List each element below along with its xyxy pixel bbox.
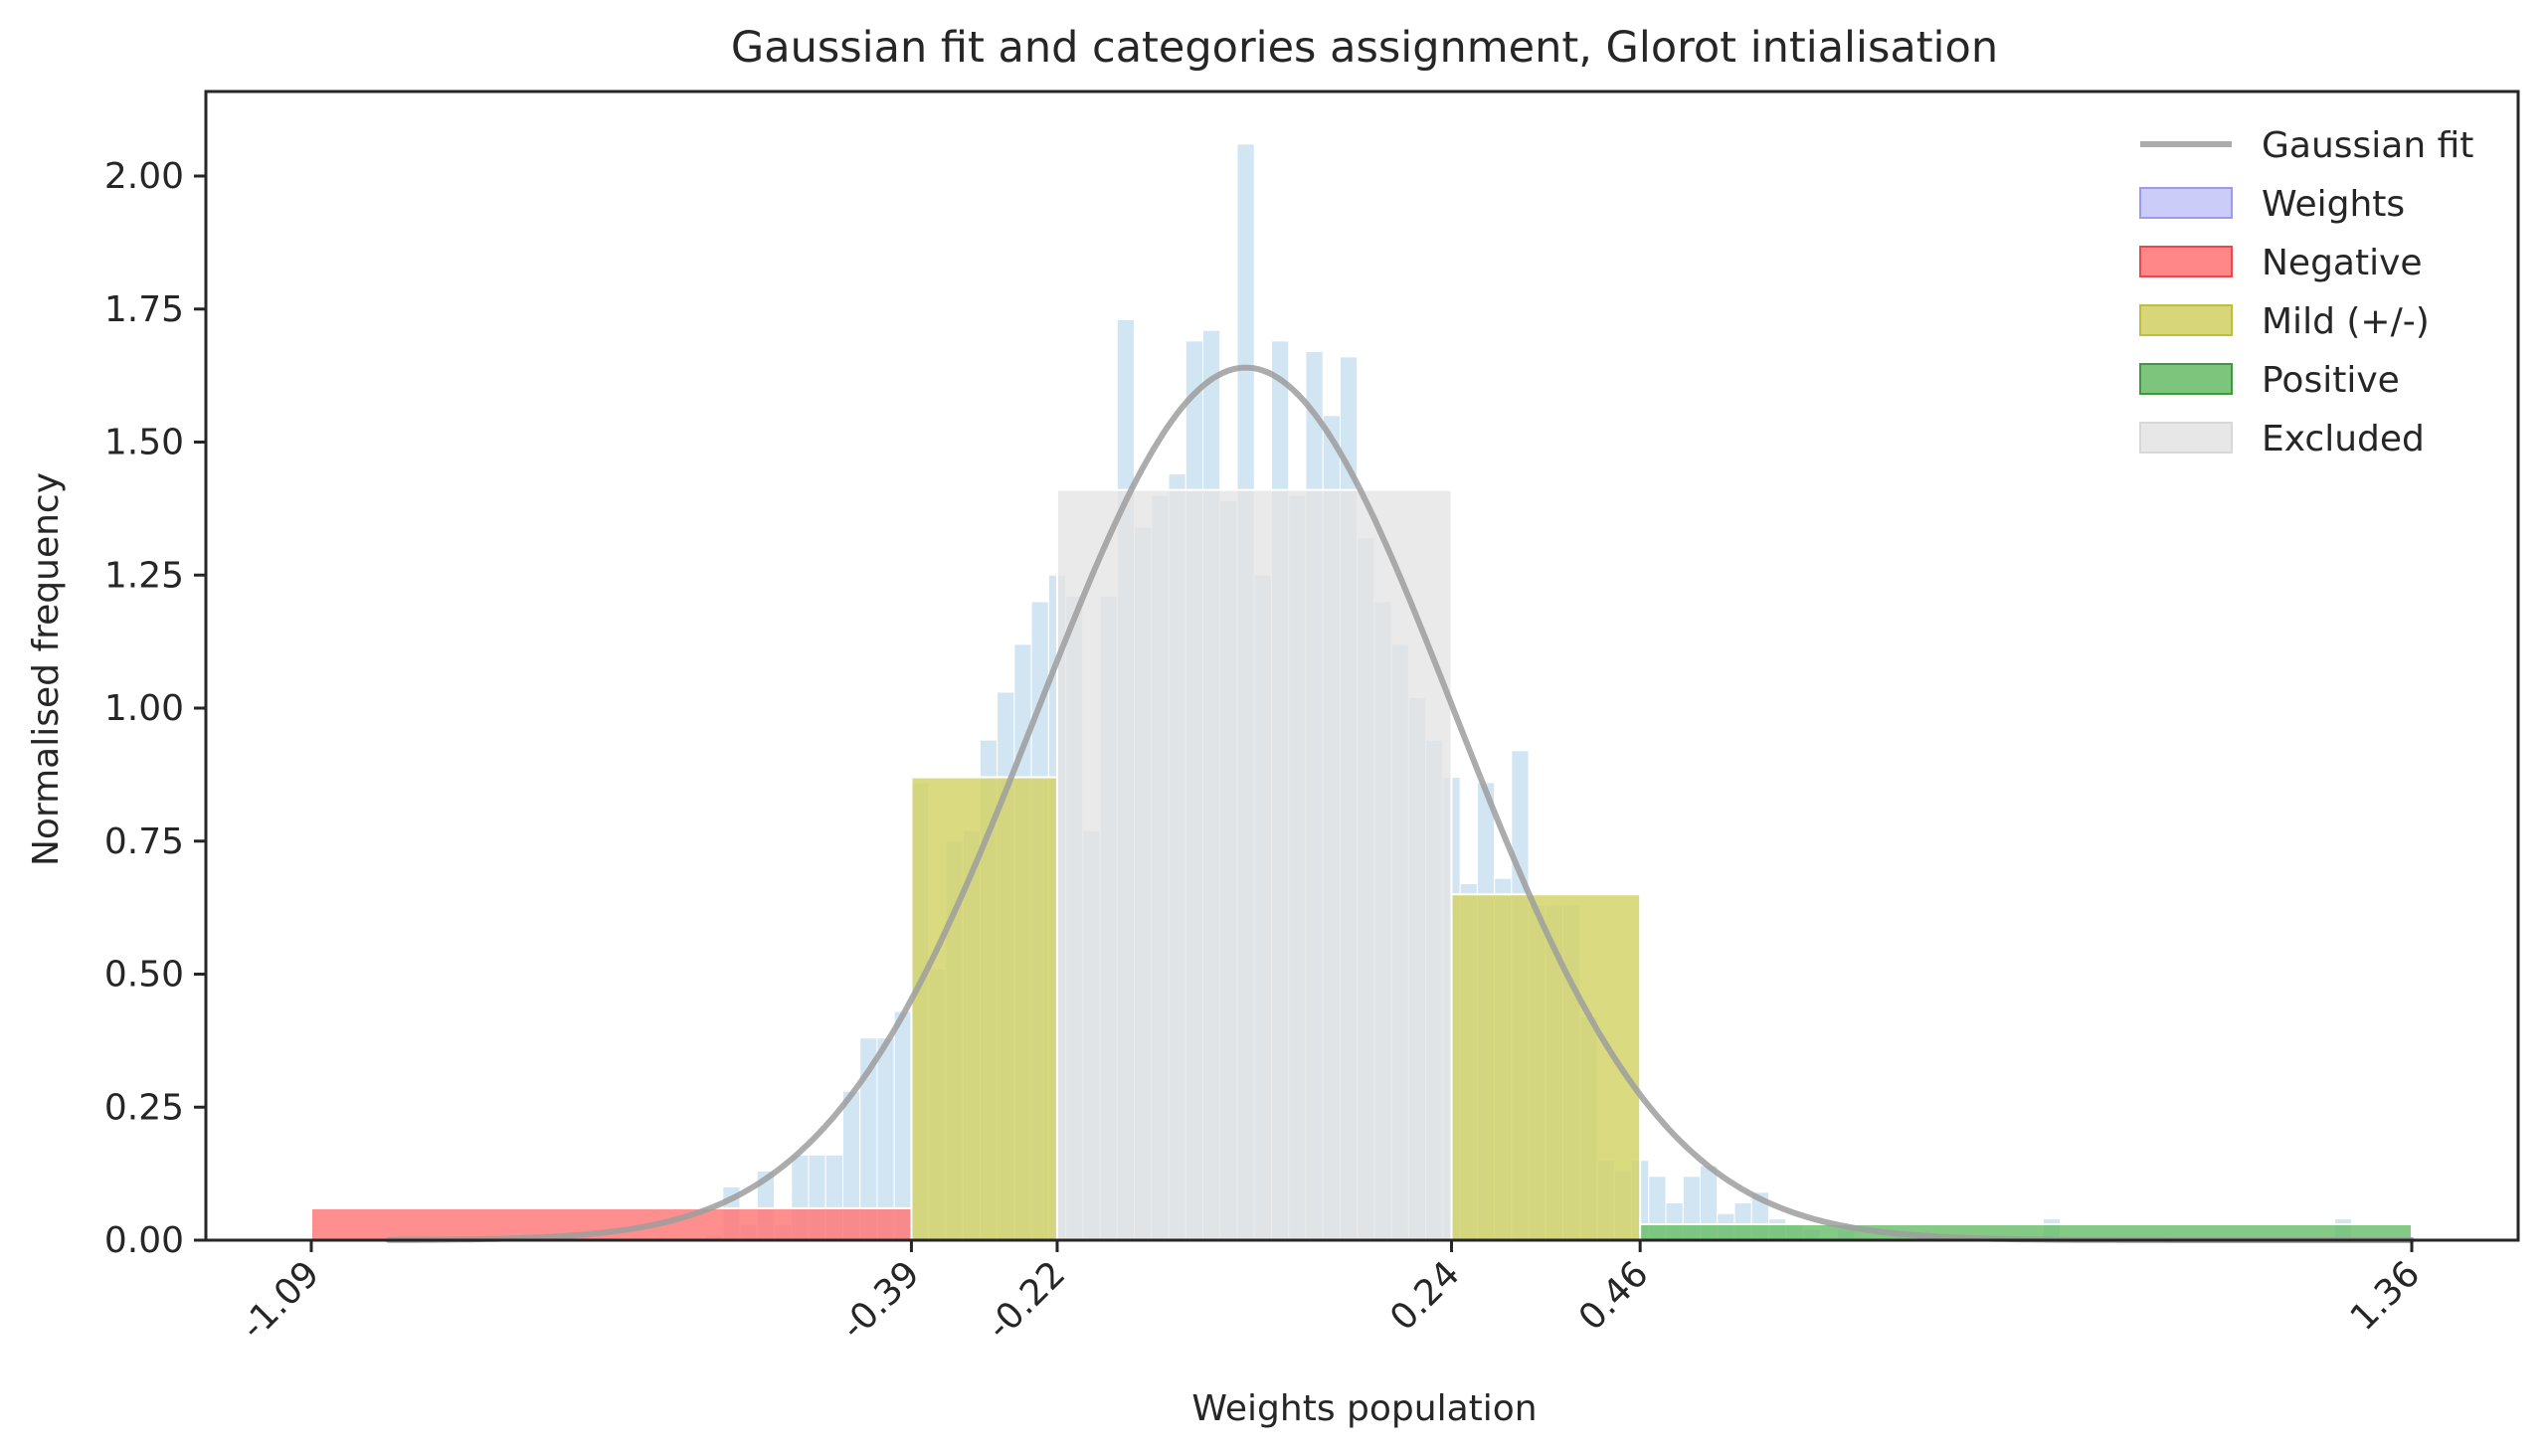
weights-bar — [893, 1010, 912, 1241]
legend-swatch-negative — [2139, 246, 2233, 277]
y-tick-label: 1.50 — [104, 423, 184, 463]
y-tick-label: 1.00 — [104, 688, 184, 729]
legend-item-excluded: Excluded — [2139, 419, 2425, 459]
legend-label-weights: Weights — [2262, 184, 2405, 225]
legend-item-positive: Positive — [2139, 360, 2400, 401]
legend-label-negative: Negative — [2262, 243, 2423, 283]
legend-swatch-mild — [2139, 304, 2233, 336]
excluded-category-bar — [1055, 488, 1453, 1241]
negative-category-bar — [310, 1206, 913, 1242]
legend-label-excluded: Excluded — [2262, 419, 2425, 459]
y-tick-label: 1.75 — [104, 289, 184, 330]
y-tick-label: 0.50 — [104, 955, 184, 996]
x-axis-label: Weights population — [1191, 1388, 1537, 1429]
plot-frame — [204, 90, 2520, 1242]
legend-item-negative: Negative — [2139, 243, 2423, 283]
legend-label-positive: Positive — [2262, 360, 2400, 401]
legend-swatch-excluded — [2139, 422, 2233, 454]
y-tick-label: 0.00 — [104, 1220, 184, 1261]
legend-label-mild: Mild (+/-) — [2262, 301, 2430, 342]
plot-area — [310, 143, 2415, 1243]
legend-swatch-weights — [2139, 187, 2233, 219]
legend-item-gaussian: Gaussian fit — [2140, 125, 2473, 166]
mild-category-bar — [1450, 893, 1642, 1241]
legend-swatch-positive — [2139, 363, 2233, 395]
legend-label-gaussian: Gaussian fit — [2262, 125, 2473, 166]
legend-item-weights: Weights — [2139, 184, 2405, 225]
legend-item-mild: Mild (+/-) — [2139, 301, 2430, 342]
y-tick-label: 0.25 — [104, 1087, 184, 1128]
y-tick-label: 0.75 — [104, 821, 184, 862]
y-axis-label: Normalised frequency — [26, 472, 67, 866]
chart-title: Gaussian fit and categories assignment, … — [731, 23, 1998, 73]
y-tick-label: 2.00 — [104, 156, 184, 197]
legend: Gaussian fit Weights Negative Mild (+/-) Pos… — [2139, 125, 2473, 459]
y-tick-label: 1.25 — [104, 555, 184, 596]
